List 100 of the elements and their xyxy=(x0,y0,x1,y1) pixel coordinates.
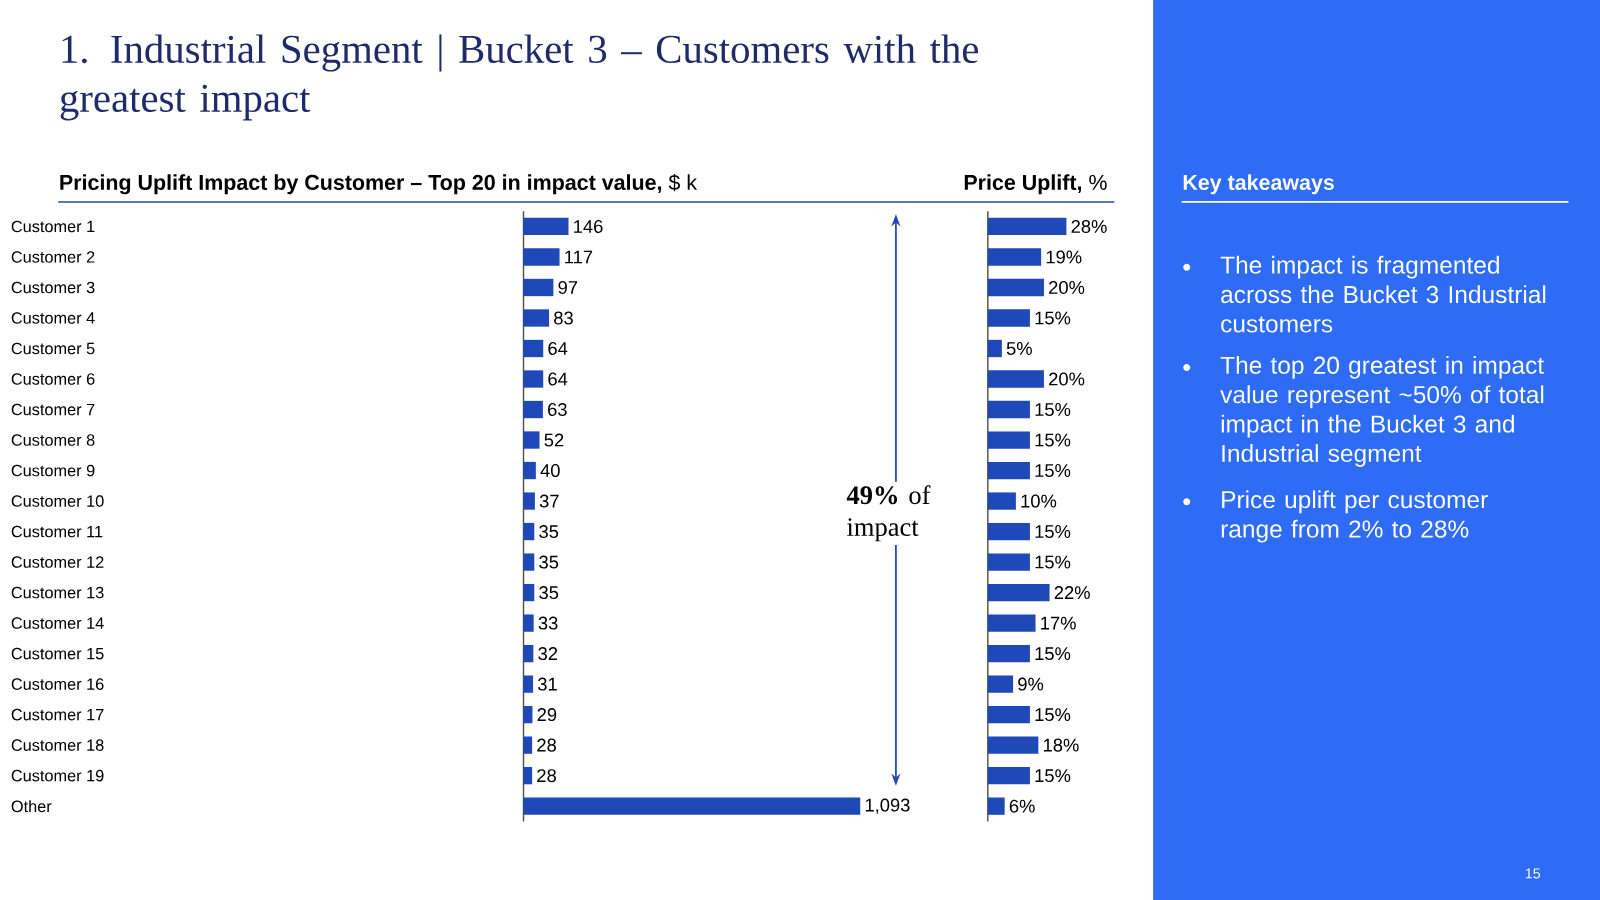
y-tick-label: Other xyxy=(11,800,52,813)
data-label: 29 xyxy=(537,708,557,722)
data-label: 31 xyxy=(537,677,557,691)
data-label: 20% xyxy=(1049,280,1085,294)
bar xyxy=(987,339,1002,358)
text: Price uplift per customer range from 2% to 28% xyxy=(1221,490,1488,543)
bar xyxy=(523,278,554,297)
y-tick-label: Customer 3 xyxy=(11,281,95,294)
data-label: 28% xyxy=(1071,219,1107,233)
data-label: 6% xyxy=(1009,799,1035,813)
data-label: 15% xyxy=(1035,769,1071,783)
bar xyxy=(523,339,544,358)
bar xyxy=(523,431,540,449)
bar xyxy=(987,400,1030,419)
data-label: 83 xyxy=(554,311,573,325)
data-label: 33 xyxy=(538,616,558,630)
bar xyxy=(523,370,544,388)
y-tick-label: Customer 17 xyxy=(11,708,104,721)
annotation: 49% of impact xyxy=(846,485,931,542)
bar xyxy=(523,217,569,236)
y-tick-label: Customer 13 xyxy=(11,586,104,599)
bar xyxy=(987,583,1050,602)
data-label: 35 xyxy=(539,586,559,600)
bar xyxy=(987,309,1030,327)
bar xyxy=(523,461,536,480)
data-label: 52 xyxy=(544,433,564,447)
bar xyxy=(987,370,1044,388)
y-tick-label: Customer 11 xyxy=(11,525,103,538)
data-label: 15% xyxy=(1035,555,1071,569)
data-label: 17% xyxy=(1041,616,1076,630)
data-label: 15% xyxy=(1035,647,1071,661)
bar xyxy=(523,400,543,419)
bar xyxy=(523,553,535,571)
y-tick-label: Customer 4 xyxy=(11,312,95,324)
data-label: 37 xyxy=(539,494,559,508)
y-tick-label: Customer 16 xyxy=(11,678,104,690)
data-label: 5% xyxy=(1006,342,1032,355)
data-label: 10% xyxy=(1021,494,1057,508)
data-label: 15% xyxy=(1035,403,1071,416)
y-tick-label: Customer 8 xyxy=(11,434,95,446)
data-label: 64 xyxy=(548,341,568,355)
data-label: 35 xyxy=(539,525,559,539)
data-label: 146 xyxy=(574,219,603,233)
bar xyxy=(523,675,534,693)
chart-subtitle: Pricing Uplift Impact by Customer – Top 20 in impact value, $ k xyxy=(60,173,698,195)
bar xyxy=(987,736,1039,754)
data-label: 15% xyxy=(1035,433,1071,447)
bar xyxy=(987,614,1036,632)
y-tick-label: Customer 15 xyxy=(11,647,104,660)
data-label: 35 xyxy=(539,555,559,569)
data-label: 32 xyxy=(538,647,558,661)
bar xyxy=(523,644,534,663)
bar xyxy=(987,278,1044,297)
bar xyxy=(523,767,533,785)
bar xyxy=(987,461,1030,480)
data-label: 15% xyxy=(1035,708,1071,722)
text: Key takeaways xyxy=(1183,174,1334,195)
y-tick-label: Customer 1 xyxy=(11,220,95,233)
y-tick-label: Customer 2 xyxy=(11,251,95,263)
y-tick-label: Customer 5 xyxy=(11,342,95,355)
data-label: 18% xyxy=(1043,738,1079,752)
text: The impact is fragmented across the Bucket 3 Industrial customers xyxy=(1220,255,1546,333)
y-tick-label: Customer 7 xyxy=(11,403,95,416)
data-label: 64 xyxy=(548,372,568,386)
y-tick-label: Customer 12 xyxy=(11,556,104,568)
data-label: 40 xyxy=(540,464,560,478)
y-tick-label: Customer 6 xyxy=(11,373,95,385)
data-label: 97 xyxy=(558,280,578,294)
bar xyxy=(987,797,1005,815)
bar xyxy=(523,736,533,754)
data-label: 9% xyxy=(1018,677,1044,691)
data-label: 1,093 xyxy=(865,798,910,814)
bar xyxy=(523,614,534,632)
chart-title: Price Uplift, % xyxy=(964,174,1107,195)
chart-title: 1. Industrial Segment | Bucket 3 – Customers with the greatest impact xyxy=(60,34,979,121)
data-label: 63 xyxy=(548,403,567,417)
bar xyxy=(987,492,1016,510)
bar xyxy=(523,248,560,266)
y-tick-label: Customer 14 xyxy=(11,617,104,629)
text: The top 20 greatest in impact value represent ~50% of total impact in the Bucket 3 and Industrial segment xyxy=(1220,355,1544,467)
data-label: 15% xyxy=(1035,464,1071,477)
y-tick-label: Customer 10 xyxy=(11,495,104,507)
bar xyxy=(987,644,1030,663)
data-label: 28 xyxy=(537,738,556,752)
data-label: 20% xyxy=(1049,372,1085,386)
bar xyxy=(987,431,1030,449)
data-label: 19% xyxy=(1046,250,1082,264)
bar xyxy=(523,522,535,541)
data-label: 117 xyxy=(565,250,593,264)
y-tick-label: Customer 9 xyxy=(11,464,95,477)
data-label: 15% xyxy=(1035,311,1071,325)
bar xyxy=(523,492,535,510)
bar xyxy=(987,522,1030,541)
bar xyxy=(987,217,1067,236)
data-label: 22% xyxy=(1054,586,1090,600)
bar xyxy=(987,553,1030,571)
bar xyxy=(987,675,1014,693)
bar xyxy=(523,309,550,327)
bar xyxy=(523,583,535,602)
y-tick-label: Customer 18 xyxy=(11,739,104,751)
